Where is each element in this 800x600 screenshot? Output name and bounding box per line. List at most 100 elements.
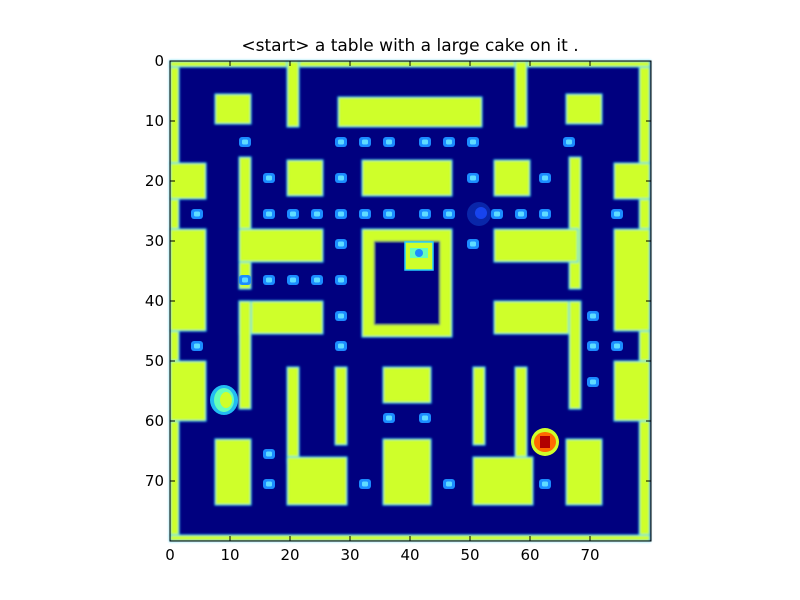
pellet bbox=[263, 275, 275, 285]
pellet bbox=[443, 479, 455, 489]
y-tick-label: 10 bbox=[145, 112, 164, 130]
maze-wall bbox=[286, 159, 324, 197]
x-tick-label: 40 bbox=[400, 546, 419, 564]
y-tick-label: 60 bbox=[145, 412, 164, 430]
pellet bbox=[191, 209, 203, 219]
pellet bbox=[263, 173, 275, 183]
maze-wall bbox=[214, 438, 252, 506]
ghost-sprite bbox=[467, 202, 491, 226]
pellet bbox=[335, 209, 347, 219]
maze-wall bbox=[613, 360, 651, 422]
pellet bbox=[443, 137, 455, 147]
pellet bbox=[359, 137, 371, 147]
pellet bbox=[191, 341, 203, 351]
maze-wall bbox=[334, 366, 348, 446]
pellet bbox=[335, 341, 347, 351]
maze-wall bbox=[382, 438, 432, 506]
x-tick-label: 60 bbox=[520, 546, 539, 564]
maze-wall bbox=[214, 93, 252, 125]
pellet bbox=[263, 209, 275, 219]
pellet bbox=[539, 173, 551, 183]
maze-wall bbox=[493, 300, 579, 335]
pellet bbox=[611, 341, 623, 351]
pellet bbox=[611, 209, 623, 219]
maze-wall bbox=[169, 228, 207, 332]
maze-wall bbox=[565, 93, 603, 125]
pellet bbox=[263, 479, 275, 489]
maze-wall bbox=[238, 300, 252, 410]
pellet bbox=[239, 275, 251, 285]
y-tick-label: 20 bbox=[145, 172, 164, 190]
pellet bbox=[443, 209, 455, 219]
pellet bbox=[359, 479, 371, 489]
pellet bbox=[263, 449, 275, 459]
y-tick-label: 70 bbox=[145, 472, 164, 490]
x-tick-label: 70 bbox=[580, 546, 599, 564]
pellets bbox=[191, 137, 623, 489]
pellet bbox=[467, 239, 479, 249]
maze-walls bbox=[169, 60, 651, 542]
pellet bbox=[467, 173, 479, 183]
maze-wall bbox=[472, 456, 534, 506]
maze-wall bbox=[238, 228, 324, 263]
x-tick-label: 50 bbox=[460, 546, 479, 564]
pellet bbox=[587, 377, 599, 387]
pellet bbox=[335, 173, 347, 183]
maze-wall bbox=[493, 228, 579, 263]
ghost-sprite bbox=[404, 241, 434, 271]
y-tick-label: 50 bbox=[145, 352, 164, 370]
y-tick-label: 0 bbox=[154, 52, 164, 70]
chart-title: <start> a table with a large cake on it … bbox=[241, 36, 579, 56]
maze-wall bbox=[238, 300, 324, 335]
pellet bbox=[587, 311, 599, 321]
pellet bbox=[419, 209, 431, 219]
maze-wall bbox=[613, 228, 651, 332]
x-tick-label: 30 bbox=[340, 546, 359, 564]
maze-wall bbox=[514, 366, 528, 464]
sprites bbox=[210, 202, 559, 456]
pellet bbox=[287, 209, 299, 219]
maze-wall bbox=[472, 366, 486, 446]
pellet bbox=[491, 209, 503, 219]
maze-wall bbox=[238, 156, 252, 290]
pellet bbox=[335, 239, 347, 249]
x-tick-label: 20 bbox=[280, 546, 299, 564]
pellet bbox=[587, 341, 599, 351]
maze-wall bbox=[169, 360, 207, 422]
x-tick-label: 10 bbox=[220, 546, 239, 564]
x-tick-label: 0 bbox=[165, 546, 175, 564]
maze-wall bbox=[337, 96, 483, 128]
pellet bbox=[539, 209, 551, 219]
pellet bbox=[383, 413, 395, 423]
pellet bbox=[335, 311, 347, 321]
y-axis: 0 10 20 30 40 50 60 70 bbox=[145, 52, 651, 490]
pellet bbox=[383, 137, 395, 147]
pellet bbox=[311, 209, 323, 219]
maze-wall bbox=[382, 366, 432, 404]
maze-wall bbox=[361, 159, 453, 197]
pellet bbox=[239, 137, 251, 147]
maze-wall bbox=[514, 60, 528, 128]
pellet bbox=[563, 137, 575, 147]
maze-wall bbox=[169, 162, 207, 200]
pellet bbox=[335, 137, 347, 147]
x-axis: 0 10 20 30 40 50 60 70 bbox=[165, 61, 600, 564]
y-tick-label: 30 bbox=[145, 232, 164, 250]
pellet bbox=[287, 275, 299, 285]
ghost-sprite bbox=[210, 385, 238, 415]
maze-wall bbox=[565, 438, 603, 506]
maze-wall bbox=[568, 156, 582, 290]
maze-wall bbox=[286, 366, 300, 464]
maze-wall bbox=[613, 162, 651, 200]
pellet bbox=[335, 275, 347, 285]
pellet bbox=[419, 413, 431, 423]
maze-wall bbox=[286, 60, 300, 128]
pellet bbox=[359, 209, 371, 219]
player-sprite bbox=[531, 428, 559, 456]
pellet bbox=[311, 275, 323, 285]
maze-wall bbox=[568, 300, 582, 410]
pellet bbox=[383, 209, 395, 219]
y-tick-label: 40 bbox=[145, 292, 164, 310]
maze-wall bbox=[286, 456, 348, 506]
